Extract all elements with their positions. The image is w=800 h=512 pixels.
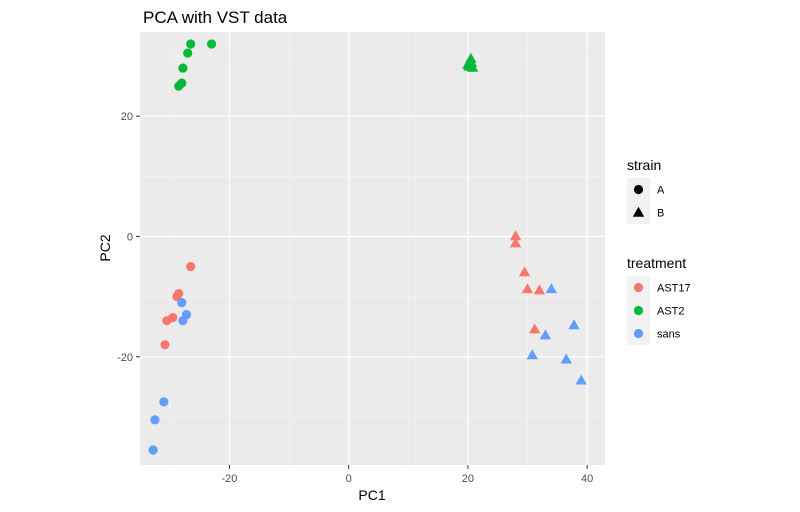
legend-treatment: treatment AST17 AST2 sans <box>627 255 691 345</box>
x-tick-label: 40 <box>581 473 593 485</box>
plot-panel <box>140 32 605 465</box>
x-tick-label: 0 <box>346 473 352 485</box>
point-b-ast17 <box>533 284 546 295</box>
point-a-ast2 <box>174 81 184 91</box>
point-b-ast17 <box>518 266 531 277</box>
point-b-ast17 <box>509 230 522 241</box>
point-a-sans <box>178 316 188 326</box>
y-axis-title: PC2 <box>97 234 113 261</box>
point-b-ast17 <box>528 323 541 334</box>
point-b-ast17 <box>509 237 522 248</box>
legend-key-circle-icon <box>633 184 644 195</box>
legend-key-dot-icon <box>633 282 644 293</box>
legend-title: strain <box>627 157 661 173</box>
legend-key-triangle-icon <box>632 206 645 217</box>
y-tick-label: 0 <box>127 231 133 243</box>
point-a-sans <box>159 397 169 407</box>
y-tick-label: 20 <box>121 111 133 123</box>
x-axis-title: PC1 <box>358 487 385 503</box>
point-a-ast17 <box>160 340 170 350</box>
point-b-sans <box>568 319 580 330</box>
legend-label: sans <box>657 329 681 341</box>
point-a-ast2 <box>183 48 193 58</box>
point-a-ast2 <box>186 39 196 49</box>
point-a-ast17 <box>186 261 196 272</box>
legend-label: A <box>657 185 665 197</box>
point-b-sans <box>539 329 552 340</box>
legend-key-dot-icon <box>633 305 644 316</box>
point-b-sans <box>560 353 572 364</box>
point-a-sans <box>150 415 160 425</box>
point-a-sans <box>148 445 158 455</box>
chart-title: PCA with VST data <box>143 8 288 27</box>
axis-ticks: -20 0 20 40 -20 0 20 <box>117 111 593 485</box>
point-a-sans <box>177 298 187 308</box>
legend-label: AST2 <box>657 306 685 318</box>
major-gridlines <box>140 32 605 465</box>
point-a-ast2 <box>178 63 188 73</box>
y-tick-label: -20 <box>117 352 133 364</box>
x-tick-label: 20 <box>462 473 474 485</box>
point-b-sans <box>545 283 558 294</box>
legend-key-dot-icon <box>633 328 644 339</box>
minor-gridlines <box>140 32 605 465</box>
data-points <box>148 39 587 455</box>
point-a-ast2 <box>206 39 217 49</box>
legend-label: AST17 <box>657 283 691 295</box>
legend-label: B <box>657 208 664 220</box>
legend-title: treatment <box>627 255 686 271</box>
point-b-ast17 <box>521 283 534 294</box>
point-b-sans <box>526 349 538 360</box>
point-a-ast17 <box>162 316 172 326</box>
legend-strain: strain AB <box>627 157 665 224</box>
point-b-sans <box>575 374 587 385</box>
x-tick-label: -20 <box>221 473 237 485</box>
point-b-ast2 <box>465 57 478 67</box>
